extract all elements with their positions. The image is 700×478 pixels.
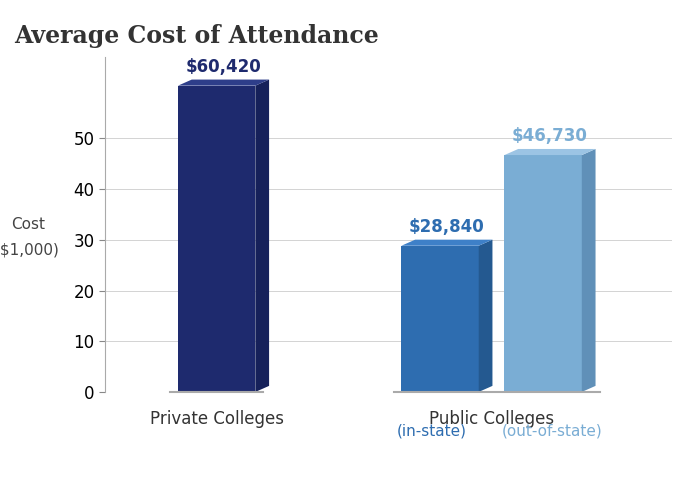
Text: $28,840: $28,840 — [409, 217, 485, 236]
Polygon shape — [505, 149, 596, 155]
Text: $46,730: $46,730 — [512, 127, 588, 145]
Polygon shape — [401, 239, 493, 246]
Text: Public Colleges: Public Colleges — [429, 410, 554, 428]
Text: ($1,000): ($1,000) — [0, 242, 60, 258]
Bar — [178, 86, 256, 392]
Polygon shape — [479, 239, 493, 392]
Text: (out-of-state): (out-of-state) — [501, 424, 602, 438]
Text: $60,420: $60,420 — [186, 57, 261, 76]
Bar — [505, 155, 582, 392]
Polygon shape — [256, 79, 269, 392]
Bar — [401, 246, 479, 392]
Polygon shape — [178, 79, 269, 86]
Text: Cost: Cost — [10, 217, 45, 232]
Text: Average Cost of Attendance: Average Cost of Attendance — [14, 24, 379, 48]
Polygon shape — [582, 149, 596, 392]
Text: Private Colleges: Private Colleges — [150, 410, 284, 428]
Text: (in-state): (in-state) — [396, 424, 466, 438]
